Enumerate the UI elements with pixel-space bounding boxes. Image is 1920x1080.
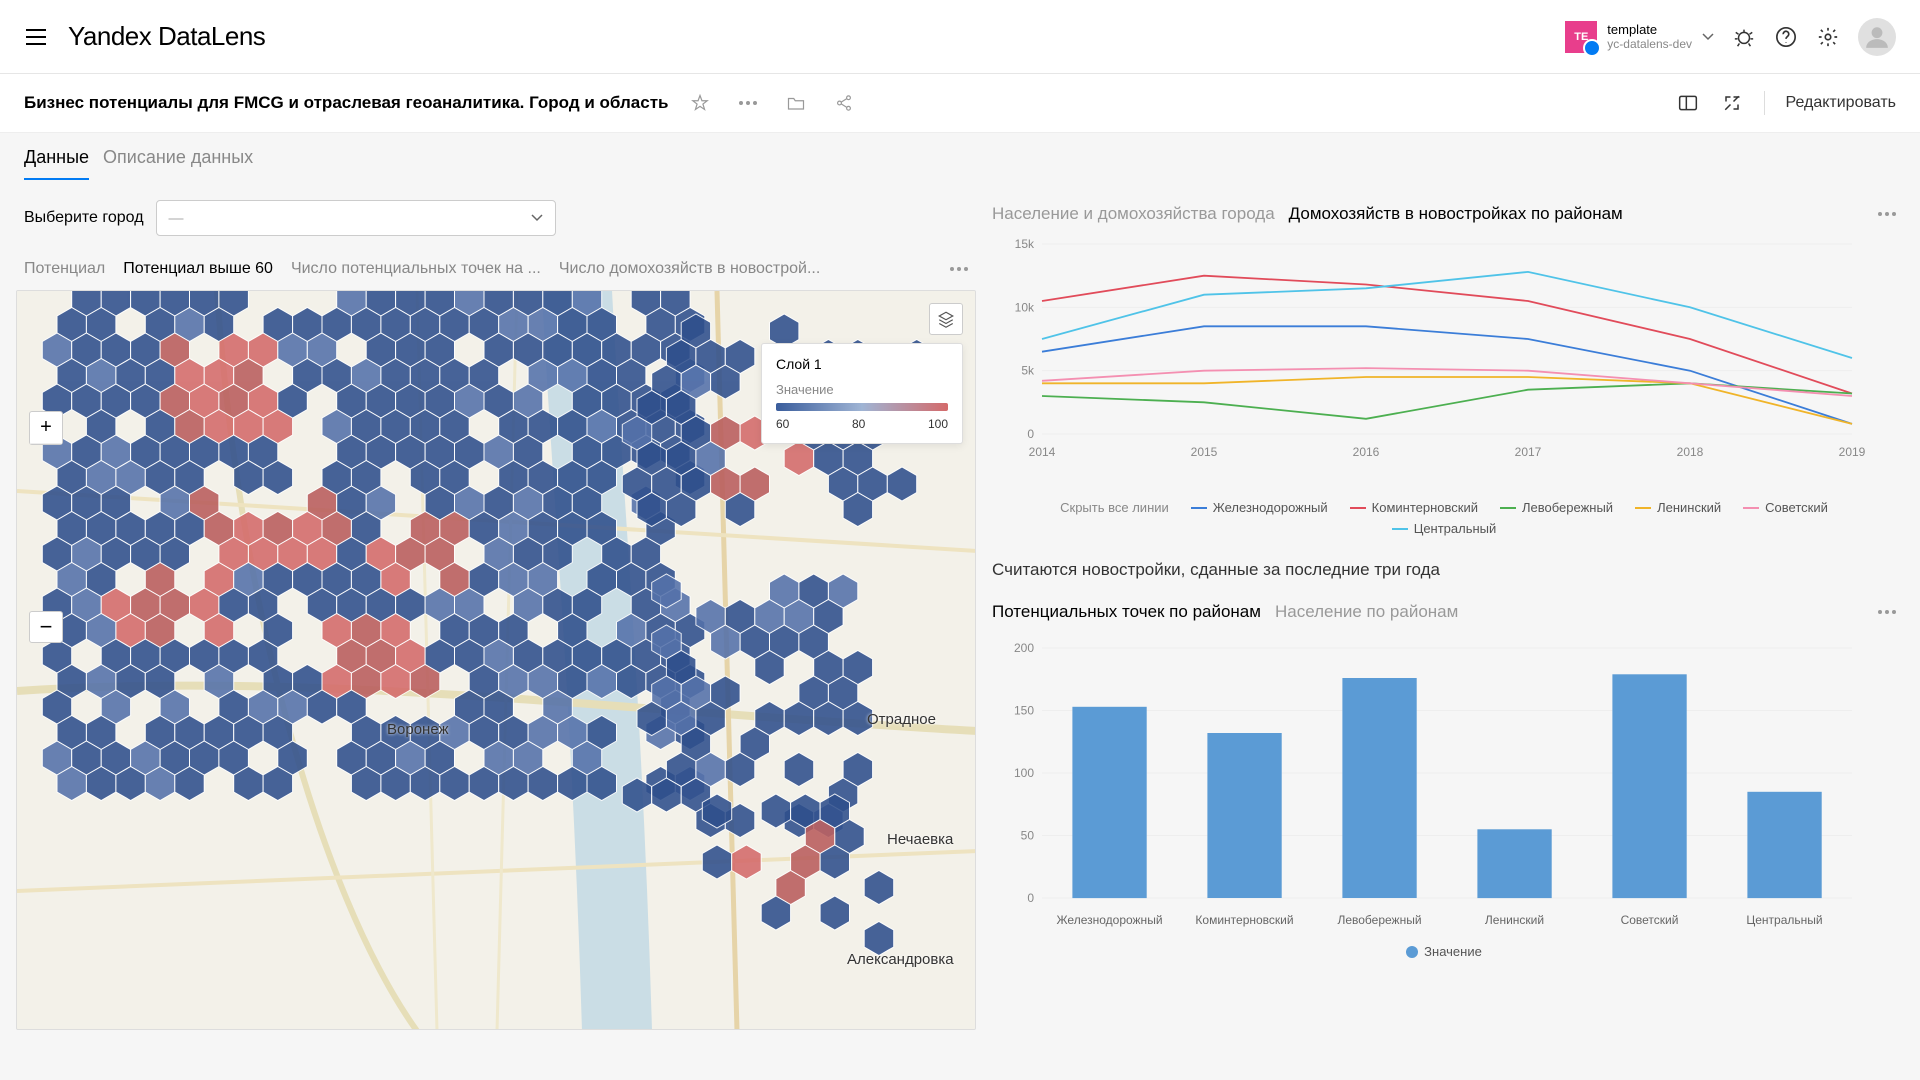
tab-0[interactable]: Данные [24,137,89,180]
legend-gradient [776,403,948,411]
map-tab-1[interactable]: Потенциал выше 60 [123,260,273,278]
zoom-out[interactable]: − [29,611,63,643]
account-badge: TE [1565,21,1597,53]
avatar[interactable] [1858,18,1896,56]
more-icon[interactable] [950,267,968,271]
bar-chart-header: Потенциальных точек по районам Население… [992,598,1896,632]
svg-text:2014: 2014 [1029,445,1056,459]
share-icon[interactable] [832,91,856,115]
topbar: Yandex DataLens TE template yc-datalens-… [0,0,1920,74]
svg-text:2016: 2016 [1353,445,1380,459]
more-icon[interactable] [736,91,760,115]
page-title: Бизнес потенциалы для FMCG и отраслевая … [24,93,668,113]
account-switcher[interactable]: TE template yc-datalens-dev [1565,21,1714,53]
folder-icon[interactable] [784,91,808,115]
account-sub: yc-datalens-dev [1607,37,1692,51]
page-tabs: Данные Описание данных [0,132,1920,180]
hide-all-lines[interactable]: Скрыть все линии [1060,500,1169,515]
panel-toggle-icon[interactable] [1676,91,1700,115]
gear-icon[interactable] [1816,25,1840,49]
legend-item[interactable]: Левобережный [1500,500,1613,515]
map-legend: Слой 1 Значение 60 80 100 [761,343,963,444]
tab-1[interactable]: Описание данных [103,137,253,180]
svg-text:0: 0 [1027,427,1034,441]
line-chart: 0 5k 10k 15k 2014 2015 2016 2017 2018 2019 [992,234,1896,494]
svg-text:Коминтерновский: Коминтерновский [1195,913,1293,927]
hamburger-icon[interactable] [24,25,48,49]
legend-item[interactable]: Коминтерновский [1350,500,1478,515]
svg-text:100: 100 [1014,766,1034,780]
svg-text:200: 200 [1014,641,1034,655]
edit-button[interactable]: Редактировать [1785,88,1896,118]
svg-text:15k: 15k [1015,237,1035,251]
more-icon[interactable] [1878,610,1896,614]
chevron-down-icon [531,214,543,222]
map-tab-3[interactable]: Число домохозяйств в новострой... [559,260,820,278]
fullscreen-icon[interactable] [1720,91,1744,115]
bar-chart-tab-muted[interactable]: Население по районам [1275,602,1458,622]
bar-chart-legend: Значение [992,938,1896,959]
city-label: Воронеж [387,721,449,738]
legend-item[interactable]: Значение [1406,944,1482,959]
legend-tick: 60 [776,417,789,431]
bar-chart: 0 50 100 150 200 Железнодорожный Коминтерновск… [992,638,1896,938]
svg-text:2015: 2015 [1191,445,1218,459]
legend-tick: 80 [852,417,865,431]
legend-item[interactable]: Советский [1743,500,1828,515]
line-chart-tab-muted[interactable]: Население и домохозяйства города [992,204,1275,224]
map[interactable]: Воронеж Отрадное Нечаевка Александровка + −… [16,290,976,1030]
bug-icon[interactable] [1732,25,1756,49]
legend-layer: Слой 1 [776,356,948,372]
svg-text:2017: 2017 [1515,445,1542,459]
logo[interactable]: Yandex DataLens [68,21,265,52]
note-text: Считаются новостройки, сданные за послед… [976,544,1904,590]
map-tab-2[interactable]: Число потенциальных точек на ... [291,260,541,278]
line-chart-legend: Скрыть все линии Железнодорожный Коминтерн… [992,494,1896,536]
city-selector-placeholder: — [169,210,184,227]
logo-yandex: Yandex [68,21,158,51]
help-icon[interactable] [1774,25,1798,49]
svg-text:Левобережный: Левобережный [1337,913,1421,927]
legend-label: Значение [776,382,948,397]
legend-item[interactable]: Ленинский [1635,500,1721,515]
line-chart-tab-active[interactable]: Домохозяйств в новостройках по районам [1289,204,1623,224]
legend-item[interactable]: Центральный [1392,521,1497,536]
map-tab-0[interactable]: Потенциал [24,260,105,278]
zoom-in-btn[interactable]: + [30,412,62,444]
titlebar: Бизнес потенциалы для FMCG и отраслевая … [0,74,1920,132]
city-selector[interactable]: — [156,200,556,236]
svg-text:2018: 2018 [1677,445,1704,459]
line-chart-header: Население и домохозяйства города Домохоз… [992,200,1896,234]
svg-text:Советский: Советский [1621,913,1679,927]
svg-text:0: 0 [1027,891,1034,905]
svg-text:2019: 2019 [1839,445,1866,459]
legend-item[interactable]: Железнодорожный [1191,500,1328,515]
city-label: Нечаевка [887,831,953,848]
account-name: template [1607,22,1692,38]
star-icon[interactable] [688,91,712,115]
svg-text:50: 50 [1021,829,1035,843]
svg-text:Железнодорожный: Железнодорожный [1056,913,1162,927]
svg-text:10k: 10k [1015,300,1035,314]
zoom-in[interactable]: + [29,411,63,445]
svg-text:150: 150 [1014,704,1034,718]
city-selector-label: Выберите город [24,209,144,227]
layers-icon[interactable] [929,303,963,335]
city-label: Александровка [847,951,954,968]
map-panel-tabs: Потенциал Потенциал выше 60 Число потенциа… [16,252,976,290]
chevron-down-icon [1702,33,1714,41]
svg-text:5k: 5k [1021,364,1035,378]
city-label: Отрадное [867,711,936,728]
more-icon[interactable] [1878,212,1896,216]
account-text: template yc-datalens-dev [1607,22,1692,52]
svg-text:Ленинский: Ленинский [1485,913,1544,927]
svg-text:Центральный: Центральный [1746,913,1822,927]
legend-tick: 100 [928,417,948,431]
logo-datalens: DataLens [158,21,265,51]
bar-chart-tab-active[interactable]: Потенциальных точек по районам [992,602,1261,622]
